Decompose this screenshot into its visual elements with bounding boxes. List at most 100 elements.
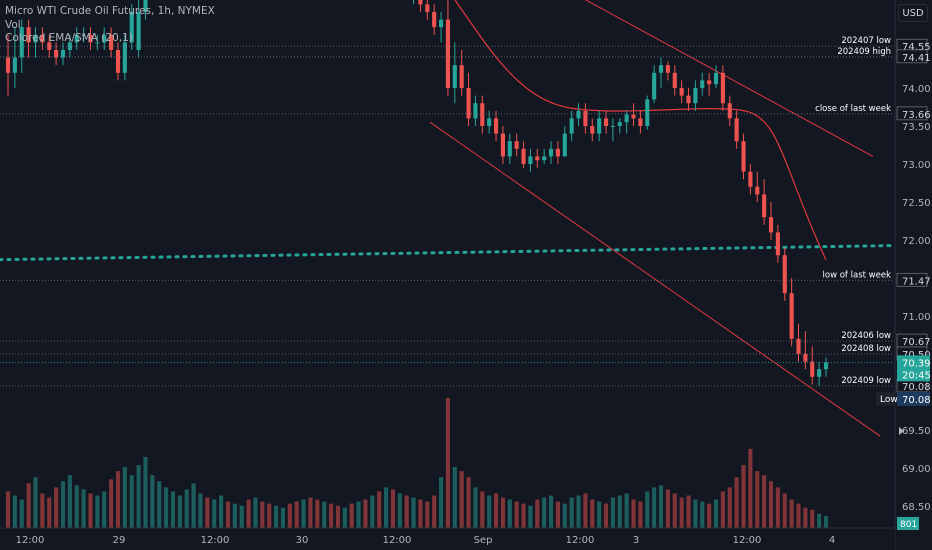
candle-body xyxy=(115,50,121,73)
volume-bar xyxy=(452,467,457,528)
candle-body xyxy=(590,126,595,134)
candle-body xyxy=(720,72,725,104)
volume-bar xyxy=(555,501,560,528)
volume-bar xyxy=(12,495,17,528)
current-price-box xyxy=(897,355,930,382)
volume-bar xyxy=(507,499,512,528)
volume-bar xyxy=(253,497,258,528)
price-tick-label: 73.00 xyxy=(902,160,931,171)
volume-bar xyxy=(74,485,79,528)
volume-bar xyxy=(418,499,423,528)
candle-body xyxy=(555,148,560,157)
candle-body xyxy=(665,65,670,73)
volume-bar xyxy=(583,493,588,528)
candle-body xyxy=(782,255,787,294)
candle-body xyxy=(693,88,698,104)
candle-body xyxy=(143,0,148,12)
volume-bar xyxy=(535,499,540,528)
volume-bar xyxy=(768,481,774,528)
candle-body xyxy=(74,34,79,43)
volume-bar xyxy=(734,477,739,528)
time-tick-label: 29 xyxy=(113,535,126,546)
volume-bar xyxy=(466,477,471,528)
candle-body xyxy=(741,141,746,172)
level-label: 202407 low xyxy=(841,36,891,46)
volume-bar xyxy=(170,491,176,528)
volume-bar xyxy=(239,505,244,528)
ema-sma-indicator-label: Colored EMA/SMA (20,1) xyxy=(5,32,133,44)
volume-bar xyxy=(727,487,732,528)
volume-bar xyxy=(19,499,24,528)
low-tag-label: Low xyxy=(880,395,898,405)
channel-upper-line xyxy=(584,0,874,157)
volume-bar xyxy=(294,501,299,528)
volume-bar xyxy=(60,481,66,528)
candle-body xyxy=(645,99,650,126)
level-price-label: 70.08 xyxy=(902,382,931,393)
candle-body xyxy=(707,80,712,85)
level-label: 202406 low xyxy=(841,331,891,341)
volume-bar xyxy=(817,513,822,528)
volume-bar xyxy=(638,501,643,528)
volume-bar xyxy=(775,487,780,528)
volume-indicator-label: Vol xyxy=(5,18,21,31)
currency-button[interactable]: USD xyxy=(898,4,928,22)
volume-bar xyxy=(102,491,107,528)
volume-bar xyxy=(569,497,574,528)
level-price-label: 71.47 xyxy=(902,276,931,287)
candle-body xyxy=(466,88,471,119)
candle-body xyxy=(12,57,17,73)
volume-bar xyxy=(150,475,155,528)
volume-bar xyxy=(177,495,182,528)
candle-body xyxy=(129,12,134,43)
volume-bar xyxy=(755,471,760,528)
candle-body xyxy=(40,34,45,43)
candle-body xyxy=(796,338,801,354)
volume-bar xyxy=(707,503,712,528)
candle-body xyxy=(500,133,505,157)
price-axis: 74.00 73.50 73.00 72.50 72.00 71.00 69.50 69.00… xyxy=(876,0,932,550)
level-price-label: 74.41 xyxy=(902,53,931,64)
candle-body xyxy=(122,42,127,73)
volume-bar xyxy=(122,467,127,528)
candle-body xyxy=(514,141,519,149)
candle-body xyxy=(789,293,794,339)
volume-bar xyxy=(349,503,354,528)
volume-bar xyxy=(88,493,93,528)
time-tick-label: 12:00 xyxy=(566,535,595,546)
volume-bar xyxy=(5,491,11,528)
candle-body xyxy=(638,118,643,126)
level-price-label: 74.55 xyxy=(902,42,931,53)
time-tick-label: 12:00 xyxy=(383,535,412,546)
candle-body xyxy=(823,362,829,370)
volume-bar xyxy=(762,475,767,528)
price-tick-label: 69.00 xyxy=(902,464,931,475)
volume-bars xyxy=(5,398,829,528)
volume-bar xyxy=(81,489,86,528)
volume-bar xyxy=(267,503,272,528)
volume-bar xyxy=(438,477,444,528)
volume-bar xyxy=(225,501,231,528)
level-label: 202409 high xyxy=(837,47,891,57)
volume-bar xyxy=(500,497,505,528)
time-axis-bg xyxy=(0,528,895,550)
volume-bar xyxy=(67,475,72,528)
time-tick-label: 30 xyxy=(296,535,309,546)
candle-body xyxy=(102,34,107,43)
candle-body xyxy=(562,133,567,157)
volume-bar xyxy=(782,493,787,528)
volume-bar xyxy=(693,499,698,528)
time-tick-label: 4 xyxy=(829,535,835,546)
volume-bar xyxy=(658,485,664,528)
price-tick-label: 68.50 xyxy=(902,502,931,513)
volume-bar xyxy=(425,501,430,528)
volume-bar xyxy=(411,497,416,528)
volume-bar xyxy=(645,491,650,528)
candle-body xyxy=(597,118,602,134)
volume-bar xyxy=(720,491,725,528)
candle-body xyxy=(542,156,547,161)
time-tick-label: 12:00 xyxy=(201,535,230,546)
volume-bar xyxy=(397,493,402,528)
